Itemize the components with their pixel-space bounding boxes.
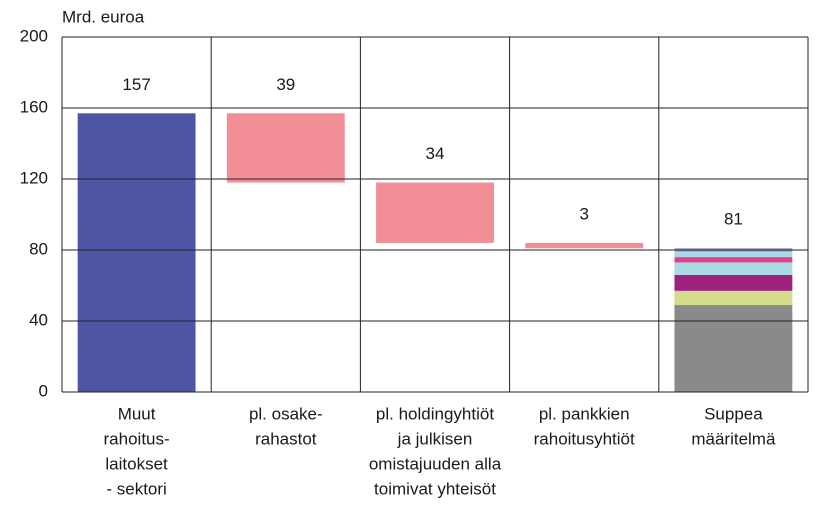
x-tick-label: Muut	[118, 404, 156, 423]
x-tick-label: omistajuuden alla	[369, 454, 502, 473]
stack-segment	[674, 251, 793, 258]
bar	[77, 113, 196, 392]
value-label: 157	[122, 75, 150, 94]
value-label: 81	[724, 210, 743, 229]
value-label: 3	[579, 204, 588, 223]
value-label: 39	[276, 75, 295, 94]
y-tick-label: 120	[20, 168, 48, 187]
y-tick-label: 0	[39, 381, 48, 400]
x-tick-label: rahoitus-	[104, 429, 170, 448]
stack-segment	[674, 290, 793, 306]
stack-segment	[674, 262, 793, 275]
x-tick-label: rahoitusyhtiöt	[534, 429, 635, 448]
x-tick-label: pl. pankkien	[539, 404, 630, 423]
stack-segment	[674, 305, 793, 392]
x-tick-label: ja julkisen	[397, 429, 473, 448]
bar	[376, 182, 494, 243]
x-tick-label: Suppea	[704, 404, 763, 423]
x-tick-label: laitokset	[105, 454, 168, 473]
x-tick-label: määritelmä	[691, 429, 776, 448]
y-tick-label: 80	[29, 239, 48, 258]
y-axis-label: Mrd. euroa	[62, 7, 145, 26]
value-label: 34	[426, 144, 445, 163]
x-tick-label: pl. holdingyhtiöt	[376, 404, 494, 423]
y-tick-label: 160	[20, 97, 48, 116]
bar	[525, 242, 644, 249]
x-tick-label: toimivat yhteisöt	[374, 479, 496, 498]
x-tick-label: rahastot	[255, 429, 317, 448]
x-tick-label: pl. osake-	[249, 404, 323, 423]
bar	[226, 113, 345, 183]
y-tick-label: 40	[29, 310, 48, 329]
stack-segment	[674, 274, 793, 291]
x-tick-label: - sektori	[106, 479, 166, 498]
stack-segment	[674, 257, 793, 263]
y-tick-label: 200	[20, 26, 48, 45]
